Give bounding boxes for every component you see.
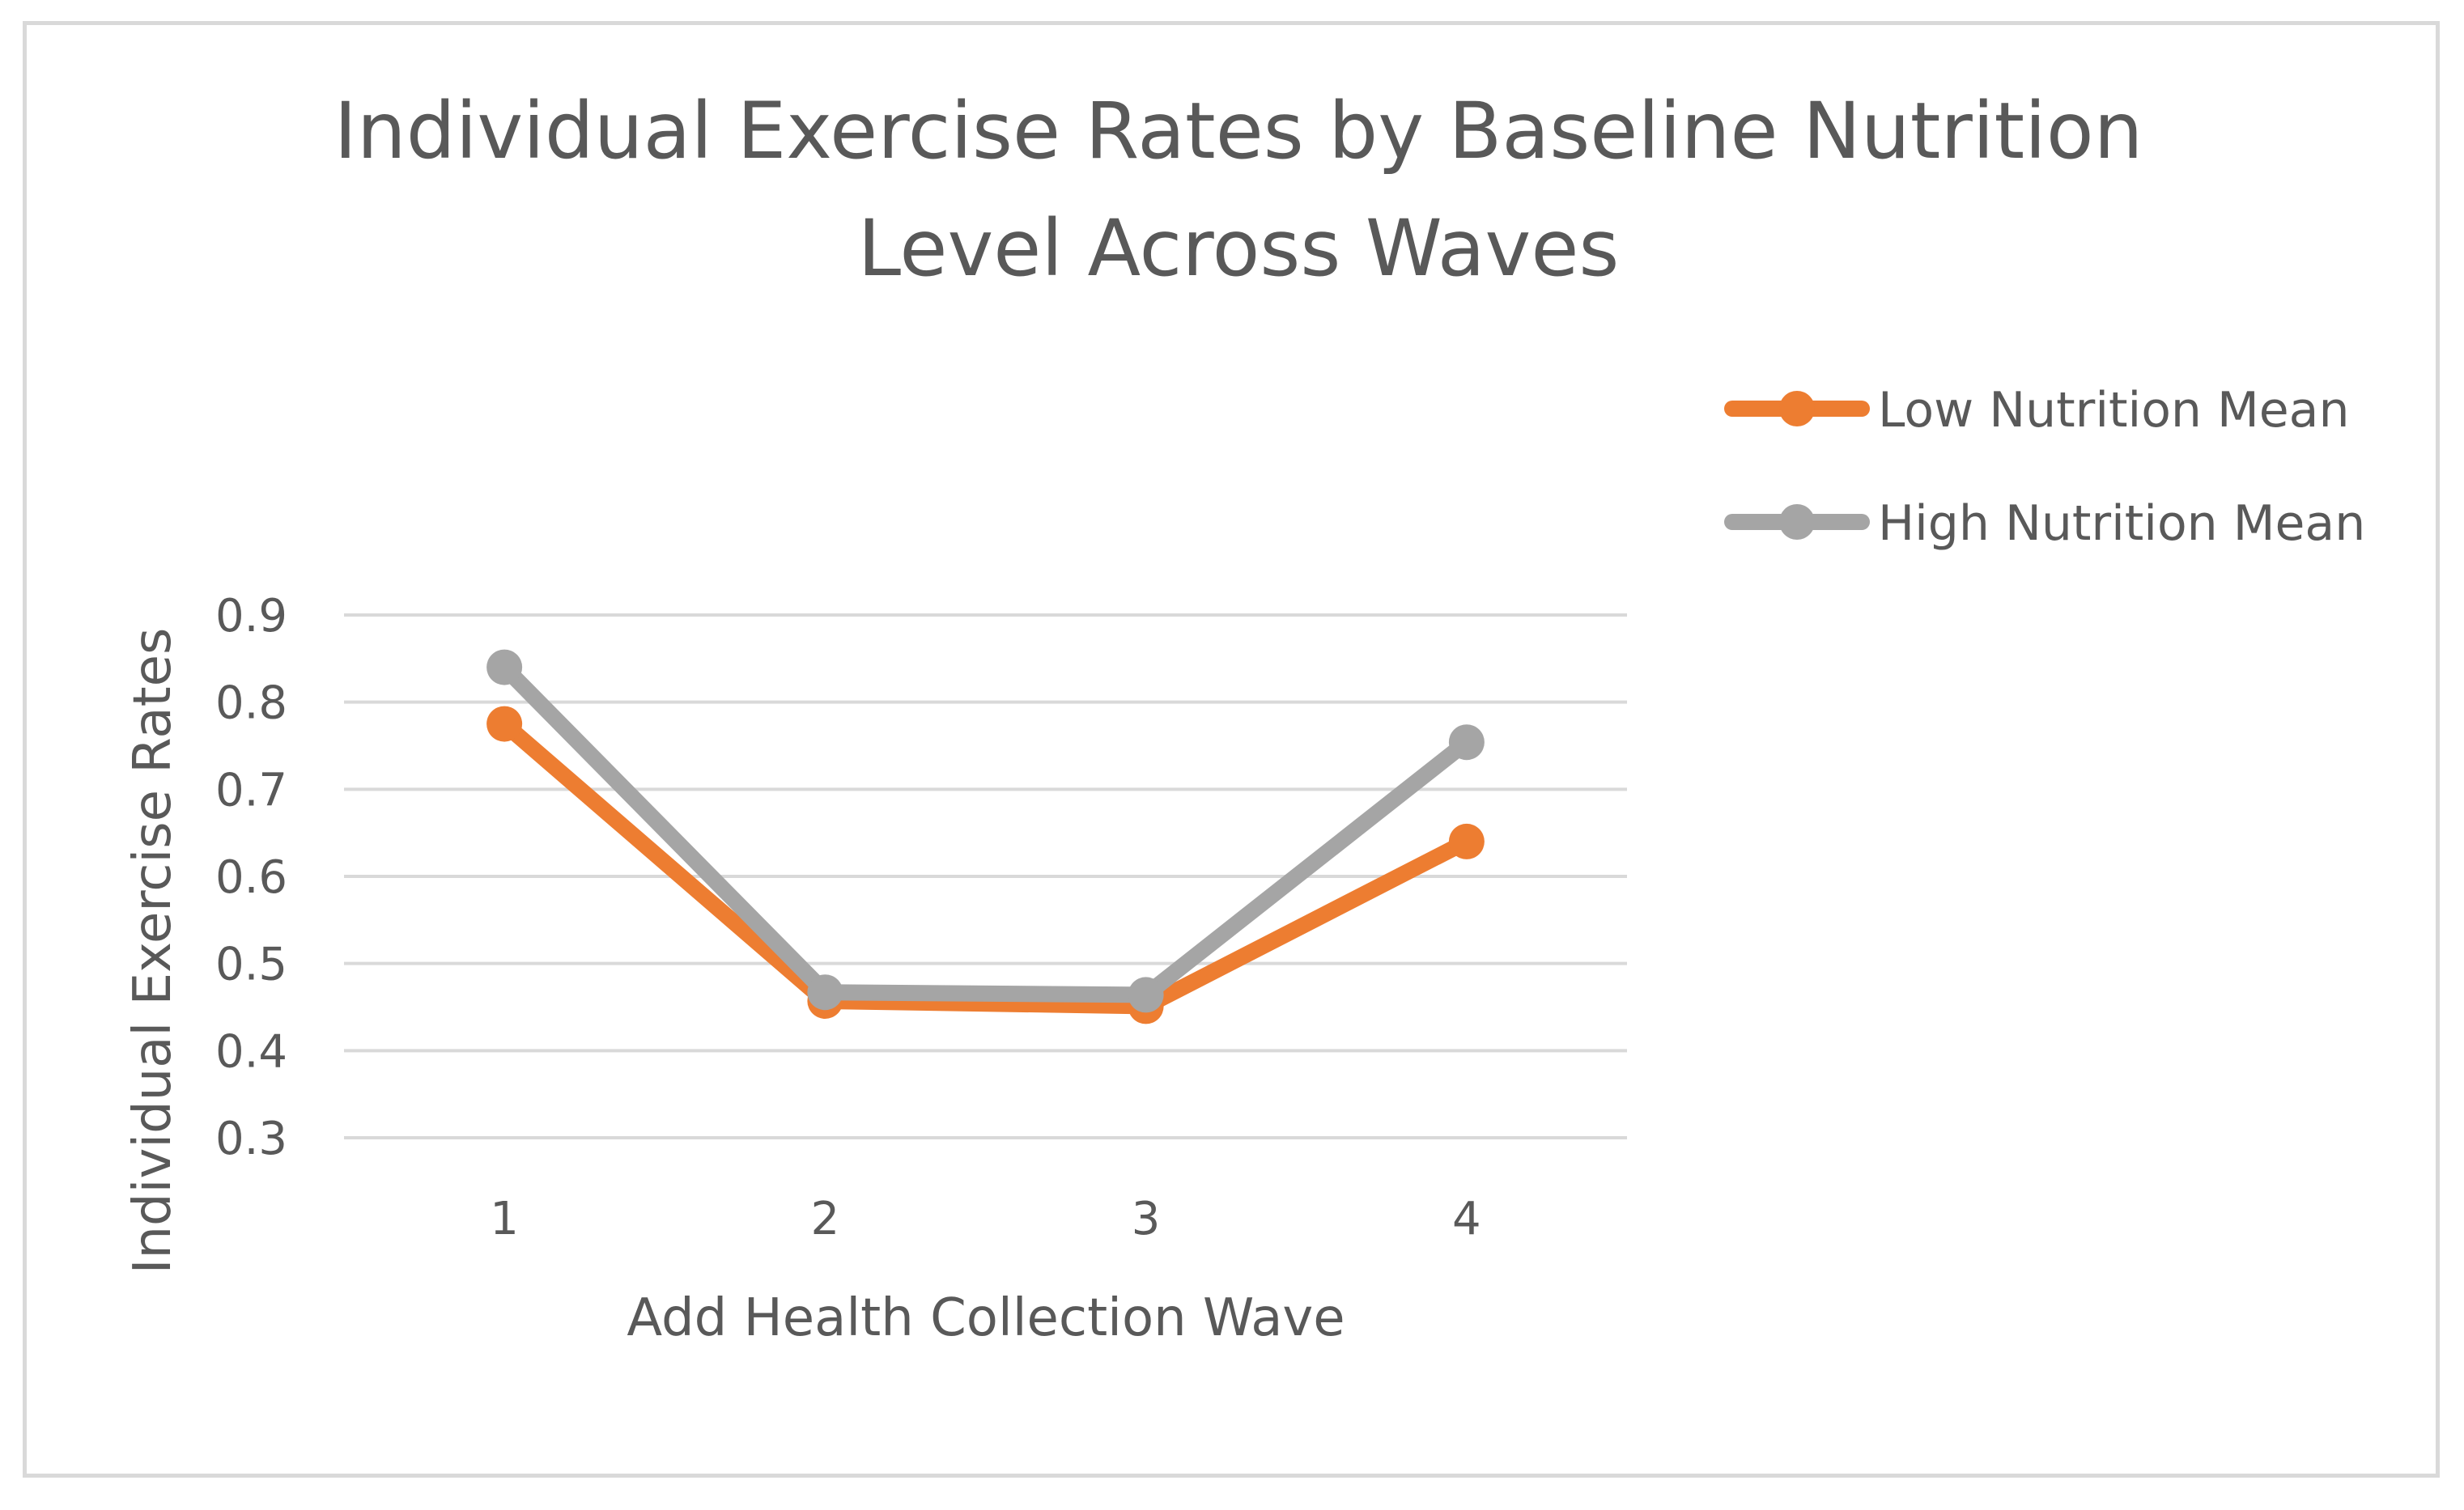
x-axis-title: Add Health Collection Wave <box>627 1288 1345 1348</box>
chart-frame <box>23 21 2440 1478</box>
series-line <box>496 715 1475 1015</box>
y-tick-label: 0.6 <box>215 851 287 904</box>
data-point <box>1448 823 1485 859</box>
series-line <box>496 659 1475 1003</box>
chart-title-line-2: Level Across Waves <box>858 203 1620 294</box>
legend: Low Nutrition Mean High Nutrition Mean <box>1724 382 2365 552</box>
y-tick-label: 0.3 <box>215 1113 287 1165</box>
y-tick-label: 0.5 <box>215 939 287 991</box>
data-point <box>807 974 843 1011</box>
y-axis-ticks: 0.3 0.4 0.5 0.6 0.7 0.8 0.9 <box>215 590 287 1165</box>
series-lines <box>486 649 1485 1024</box>
legend-label: Low Nutrition Mean <box>1878 382 2349 439</box>
y-tick-label: 0.7 <box>215 764 287 817</box>
data-point <box>1128 977 1164 1013</box>
x-tick-label: 4 <box>1452 1193 1481 1245</box>
x-tick-label: 3 <box>1132 1193 1161 1245</box>
legend-swatch-marker <box>1779 391 1815 426</box>
y-tick-label: 0.9 <box>215 590 287 643</box>
data-point <box>486 649 523 685</box>
gridlines <box>344 613 1627 1139</box>
chart-title-line-1: Individual Exercise Rates by Baseline Nu… <box>334 86 2143 176</box>
data-point <box>1448 724 1485 761</box>
data-point <box>486 706 523 742</box>
x-axis-ticks: 1 2 3 4 <box>490 1193 1481 1245</box>
x-tick-label: 2 <box>811 1193 840 1245</box>
y-tick-label: 0.4 <box>215 1025 287 1078</box>
x-tick-label: 1 <box>490 1193 519 1245</box>
legend-swatch-marker <box>1779 504 1815 540</box>
y-tick-label: 0.8 <box>215 677 287 730</box>
y-axis-title: Individual Exercise Rates <box>123 628 183 1275</box>
legend-label: High Nutrition Mean <box>1878 495 2365 552</box>
